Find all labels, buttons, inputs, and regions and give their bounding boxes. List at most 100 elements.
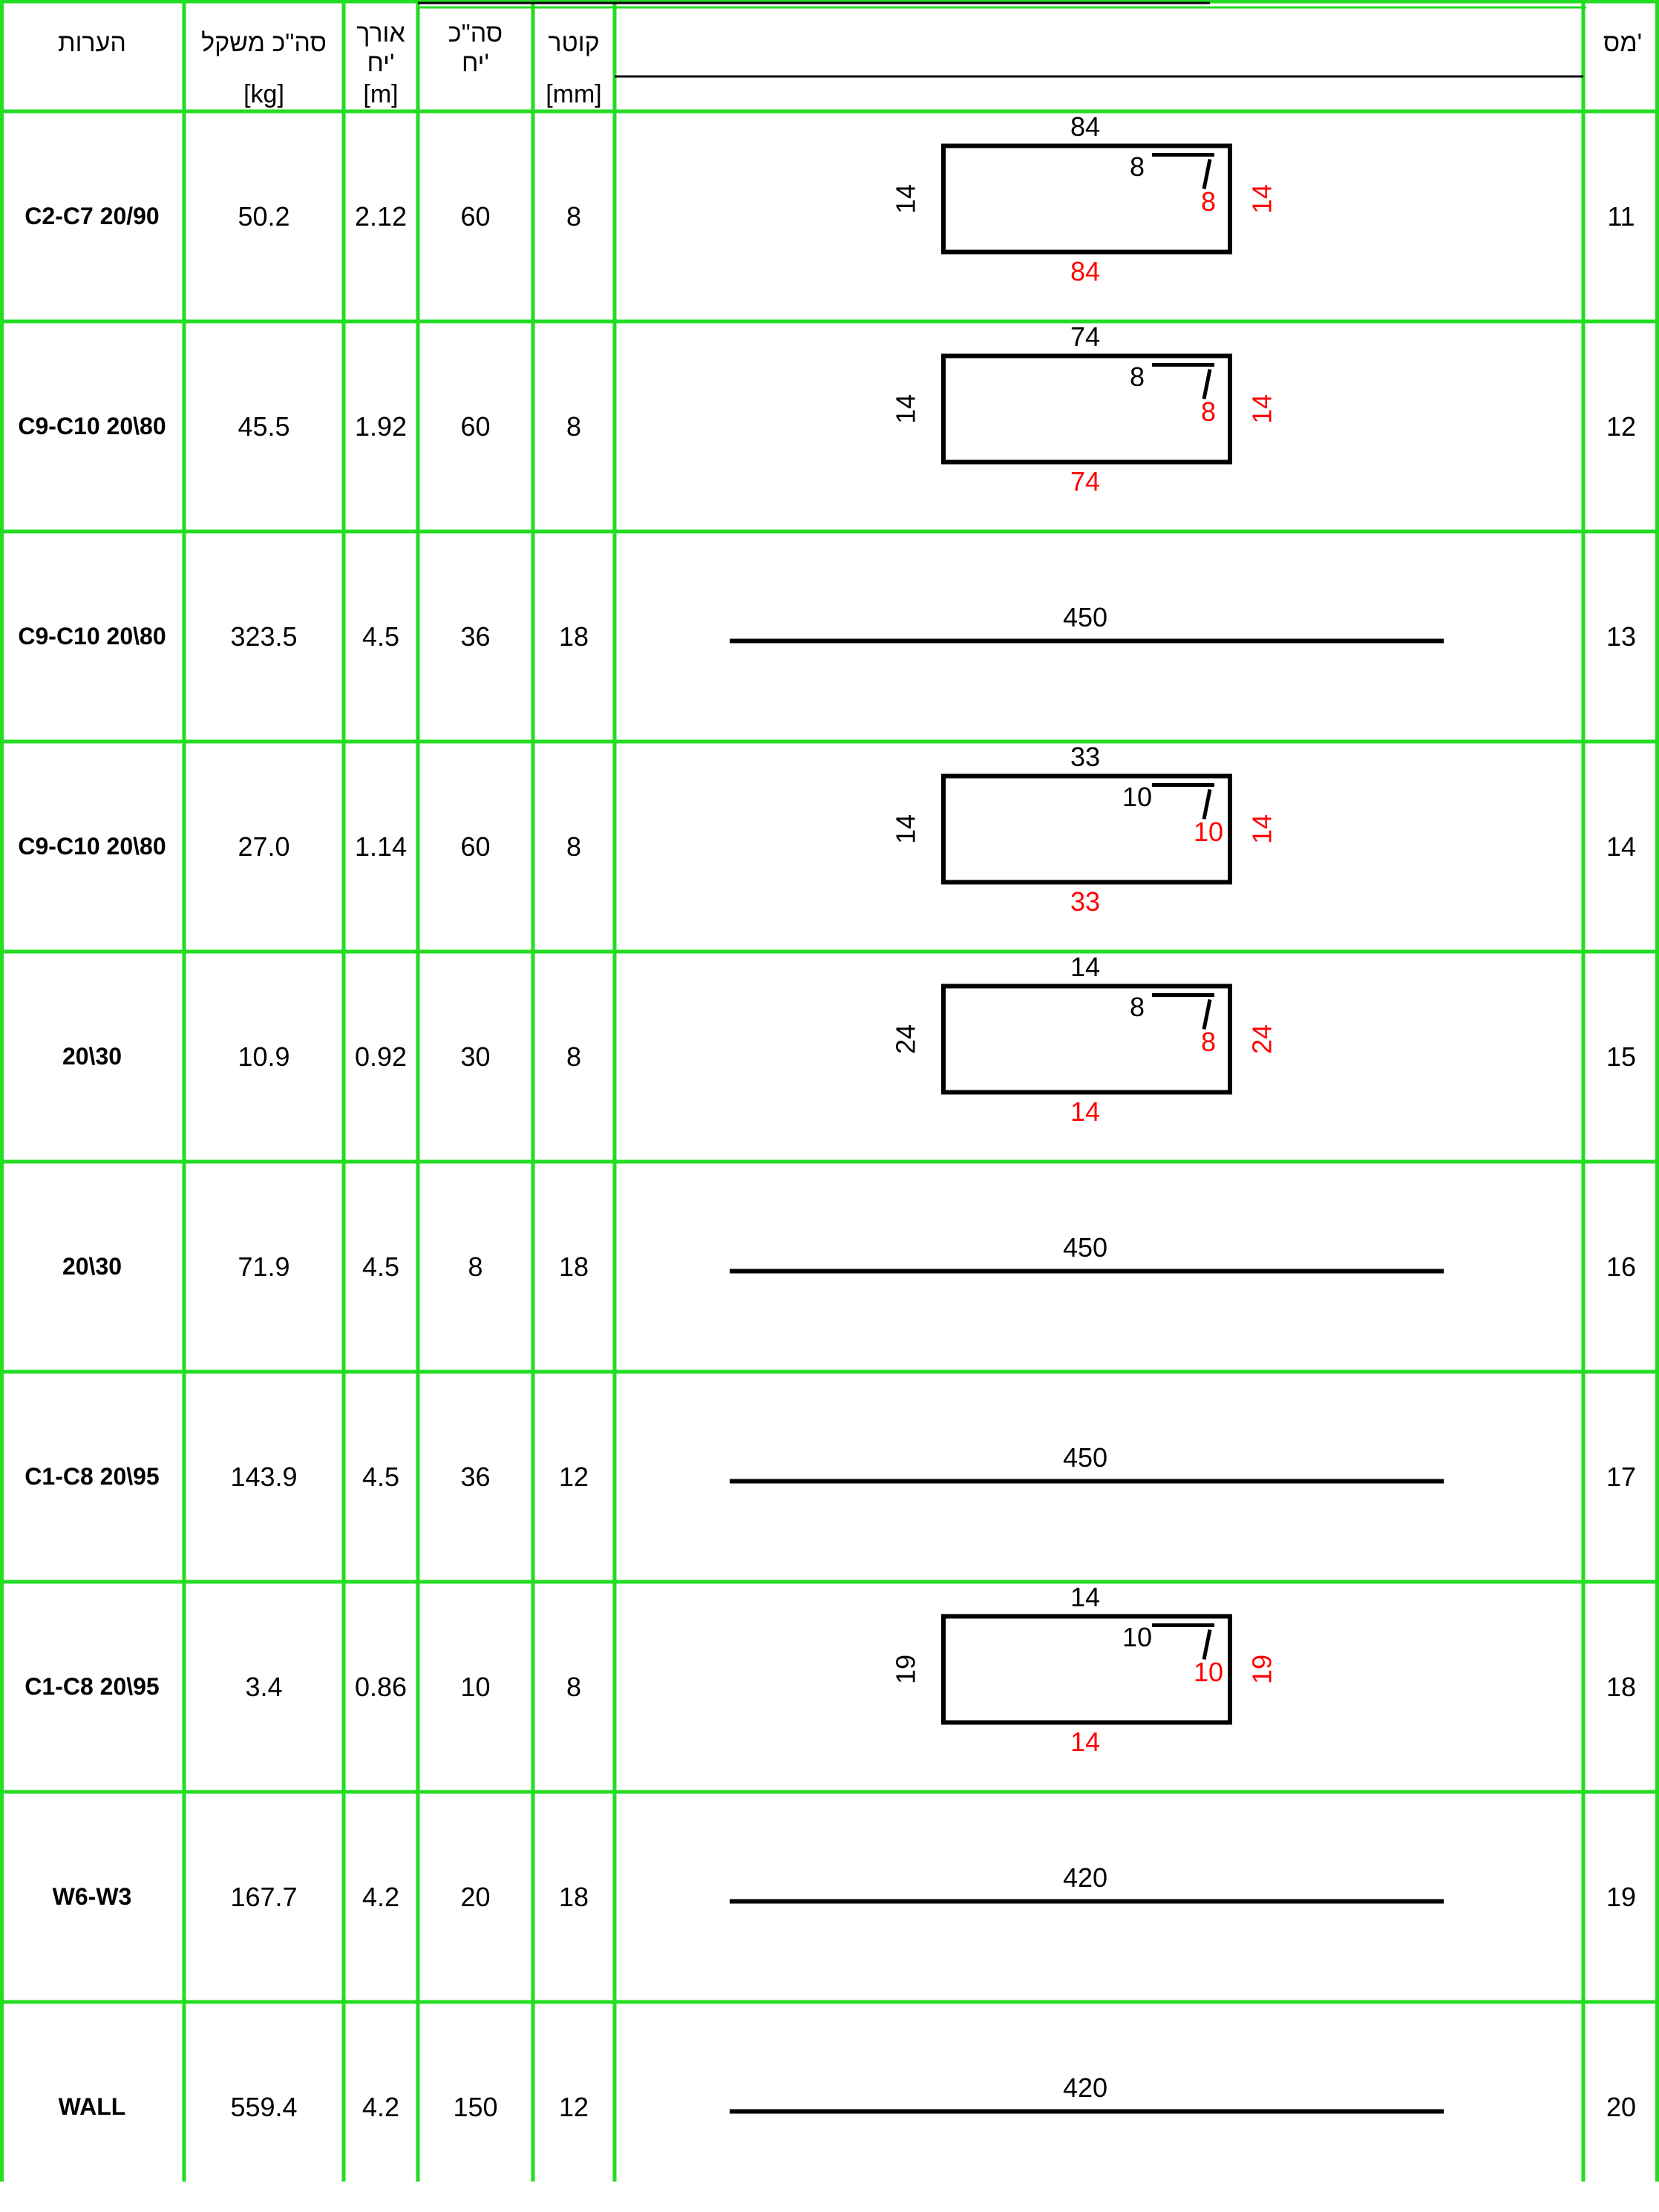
stirrup-right-label: 14	[1247, 184, 1277, 214]
row-weight: 45.5	[238, 410, 290, 442]
bar-shape: 450	[730, 1442, 1444, 1484]
stirrup-shape: 14 14 10 10 19 19	[891, 1582, 1277, 1757]
row-length: 1.92	[354, 410, 408, 442]
header-no: מס'	[1586, 7, 1659, 78]
row-weight: 50.2	[238, 200, 290, 232]
unit-length-label: [m]	[363, 79, 399, 108]
stirrup-top-label: 33	[1070, 742, 1100, 772]
row-length: 0.86	[354, 1671, 408, 1702]
bar-shape: 450	[730, 602, 1444, 644]
row-count: 60	[460, 410, 491, 442]
row-no: 15	[1606, 1041, 1637, 1072]
header-diameter-label: קוטר	[548, 28, 600, 57]
header-diameter: קוטר	[533, 7, 615, 78]
bar-length-label: 420	[1063, 2072, 1107, 2103]
row-diameter: 8	[566, 1041, 582, 1072]
stirrup-top-label: 14	[1070, 952, 1100, 982]
stirrup-hook-red-label: 8	[1201, 186, 1216, 217]
row-weight: 167.7	[230, 1881, 298, 1912]
header-notes-label: הערות	[58, 28, 126, 57]
row-weight: 27.0	[238, 831, 290, 862]
row-no: 12	[1606, 410, 1637, 442]
bar-length-label: 450	[1063, 602, 1107, 632]
row-note: 20\30	[62, 1253, 122, 1280]
header-length-line1: אורך	[356, 19, 405, 48]
row-length: 0.92	[354, 1041, 408, 1072]
row-note: C9-C10 20\80	[18, 623, 166, 649]
stirrup-hook-red-label: 8	[1201, 396, 1216, 427]
unit-length: [m]	[344, 79, 418, 110]
row-note: WALL	[58, 2093, 126, 2120]
header-no-label: מס'	[1603, 28, 1643, 57]
header-count-line2: יח'	[461, 49, 490, 77]
stirrup-right-label: 19	[1247, 1655, 1277, 1684]
bar-shape: 450	[730, 1232, 1444, 1274]
stirrup-hook-red-label: 10	[1194, 1657, 1223, 1687]
unit-diameter: [mm]	[533, 79, 615, 110]
row-length: 4.5	[361, 1461, 400, 1492]
stirrup-hook-tail	[1202, 789, 1212, 819]
row-no: 14	[1606, 831, 1637, 862]
row-length: 2.12	[354, 200, 408, 232]
stirrup-rect	[941, 143, 1232, 255]
row-diameter: 12	[558, 2091, 589, 2122]
stirrup-hook-label: 8	[1130, 151, 1145, 182]
stirrup-rect	[941, 773, 1232, 885]
row-note: C1-C8 20\95	[24, 1463, 160, 1490]
row-diameter: 18	[558, 1881, 589, 1912]
stirrup-hook-label: 10	[1122, 782, 1152, 812]
row-note: C1-C8 20\95	[24, 1673, 160, 1700]
bar-length-label: 450	[1063, 1232, 1107, 1263]
row-weight: 71.9	[238, 1251, 290, 1282]
stirrup-bottom-label: 33	[1070, 886, 1100, 917]
row-no: 17	[1606, 1461, 1637, 1492]
stirrup-hook-tail	[1202, 999, 1212, 1030]
stirrup-hook-tail	[1202, 369, 1212, 399]
bar-length-label: 450	[1063, 1442, 1107, 1473]
row-count: 60	[460, 200, 491, 232]
stirrup-left-label: 14	[891, 814, 921, 844]
row-no: 13	[1606, 621, 1637, 652]
row-length: 4.5	[361, 1251, 400, 1282]
row-count: 10	[460, 1671, 491, 1702]
row-count: 8	[468, 1251, 483, 1282]
row-diameter: 18	[558, 621, 589, 652]
row-diameter: 8	[566, 831, 582, 862]
stirrup-left-label: 14	[891, 394, 921, 424]
stirrup-rect	[941, 1614, 1232, 1725]
row-length: 4.2	[361, 2091, 400, 2122]
row-diameter: 8	[566, 410, 582, 442]
stirrup-left-label: 24	[891, 1024, 921, 1054]
row-no: 11	[1607, 200, 1635, 232]
stirrup-bottom-label: 84	[1070, 256, 1100, 287]
row-diameter: 8	[566, 200, 582, 232]
stirrup-top-label: 84	[1070, 111, 1100, 142]
row-weight: 10.9	[238, 1041, 290, 1072]
stirrup-hook-label: 8	[1130, 361, 1145, 392]
bar-shape: 420	[730, 2072, 1444, 2114]
stirrup-shape: 84 84 8 8 14 14	[891, 111, 1277, 287]
row-count: 36	[460, 621, 491, 652]
header-count-line1: סה"כ	[448, 19, 503, 48]
row-note: W6-W3	[52, 1883, 132, 1910]
stirrup-hook-red-label: 10	[1194, 817, 1223, 847]
header-count: סה"כ יח'	[418, 7, 533, 89]
stirrup-top-label: 14	[1070, 1582, 1100, 1612]
unit-diameter-label: [mm]	[546, 79, 602, 108]
row-length: 4.2	[361, 1881, 400, 1912]
stirrup-hook-red-label: 8	[1201, 1027, 1216, 1057]
row-note: 20\30	[62, 1043, 122, 1070]
row-weight: 3.4	[245, 1671, 283, 1702]
row-no: 16	[1606, 1251, 1637, 1282]
stirrup-hook-tail	[1202, 159, 1212, 189]
stirrup-left-label: 19	[891, 1655, 921, 1684]
row-diameter: 8	[566, 1671, 582, 1702]
stirrup-rect	[941, 984, 1232, 1095]
row-length: 1.14	[354, 831, 408, 862]
stirrup-bottom-label: 74	[1070, 466, 1100, 497]
stirrup-hook-tail	[1202, 1629, 1212, 1660]
row-weight: 323.5	[230, 621, 298, 652]
stirrup-top-label: 74	[1070, 321, 1100, 352]
stirrup-hook-label: 10	[1122, 1622, 1152, 1652]
